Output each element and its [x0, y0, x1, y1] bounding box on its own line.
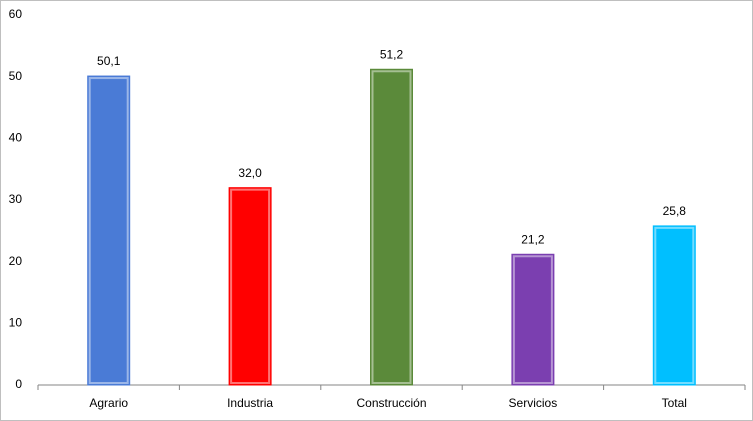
y-tick-label: 60 — [9, 7, 23, 21]
x-tick-label: Agrario — [89, 396, 128, 410]
bar — [87, 75, 131, 386]
y-tick-label: 40 — [9, 131, 23, 145]
x-tick-label: Industria — [227, 396, 273, 410]
x-tick-label: Construcción — [356, 396, 426, 410]
y-tick-label: 30 — [9, 192, 23, 206]
value-label: 51,2 — [380, 47, 404, 61]
bar-bevel — [512, 255, 553, 384]
value-label: 25,8 — [663, 204, 687, 218]
bar-bevel — [88, 77, 129, 385]
bar-bevel — [371, 70, 412, 385]
bar — [652, 225, 696, 386]
bar — [370, 68, 413, 386]
y-tick-label: 50 — [9, 69, 23, 83]
bar — [511, 253, 555, 386]
value-label: 50,1 — [97, 54, 121, 68]
x-tick-label: Total — [662, 396, 687, 410]
x-tick-label: Servicios — [509, 396, 558, 410]
bar-bevel — [230, 188, 271, 384]
y-tick-label: 10 — [9, 316, 23, 330]
bar-bevel — [654, 226, 695, 384]
y-tick-label: 20 — [9, 254, 23, 268]
bar — [228, 187, 272, 386]
value-label: 21,2 — [521, 232, 545, 246]
value-label: 32,0 — [238, 166, 262, 180]
y-tick-label: 0 — [15, 377, 22, 391]
